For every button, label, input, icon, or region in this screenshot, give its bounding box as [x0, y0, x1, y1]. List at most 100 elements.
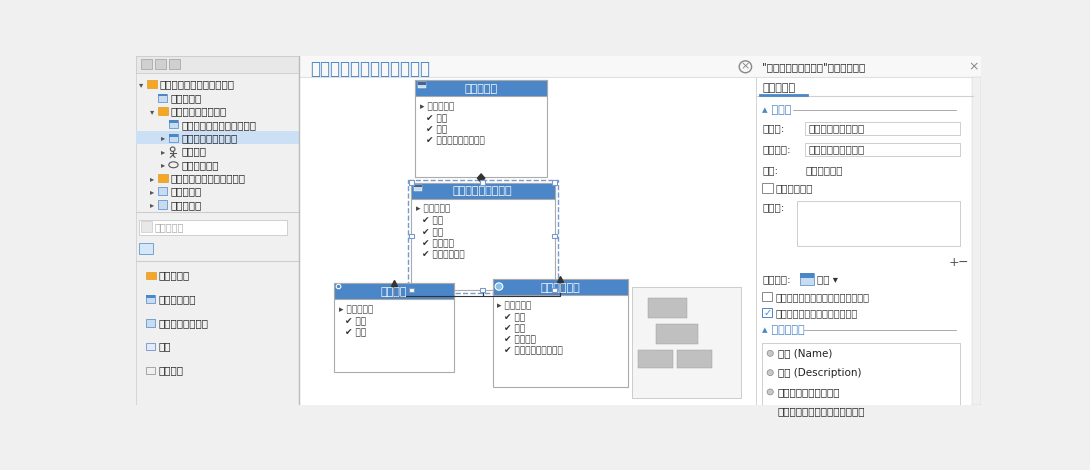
Text: ユースケースモデル: ユースケースモデル	[181, 133, 238, 143]
Bar	[800, 273, 813, 285]
Text: ユースケースモデル構造図: ユースケースモデル構造図	[181, 120, 256, 130]
Bar	[158, 94, 167, 96]
Bar	[762, 183, 773, 193]
Bar	[756, 56, 981, 77]
Text: ▴ フィールド: ▴ フィールド	[762, 325, 806, 335]
Bar	[147, 80, 157, 88]
Text: ユースケースモデル: ユースケースモデル	[808, 124, 864, 133]
Bar	[334, 283, 455, 299]
Bar	[409, 234, 414, 238]
Text: ✔ 名前: ✔ 名前	[344, 317, 366, 326]
Bar	[299, 56, 756, 77]
Text: 名前 (Name): 名前 (Name)	[778, 348, 833, 358]
Text: コンポーネント構造モデル: コンポーネント構造モデル	[170, 173, 245, 183]
Text: エンティティ: エンティティ	[806, 165, 843, 175]
Text: ユースケースモデル: ユースケースモデル	[808, 144, 864, 154]
Text: ▸: ▸	[150, 187, 155, 196]
Bar	[415, 80, 547, 96]
Text: ▸ フィールド: ▸ フィールド	[497, 301, 532, 310]
Bar	[158, 174, 168, 182]
Bar	[493, 279, 628, 296]
Bar	[806, 142, 960, 156]
Bar	[141, 59, 152, 69]
Bar	[414, 185, 422, 187]
Bar	[493, 279, 628, 387]
Text: ▸: ▸	[150, 200, 155, 209]
Bar	[553, 288, 557, 292]
Bar	[146, 296, 155, 303]
Bar	[677, 350, 712, 368]
Text: パッケージ: パッケージ	[159, 270, 190, 281]
Text: ✔ 出力コンポーネント: ✔ 出力コンポーネント	[504, 346, 562, 356]
Bar	[553, 234, 557, 238]
Bar	[146, 343, 155, 350]
Text: ユースケース: ユースケース	[541, 283, 580, 293]
Text: 列挙: 列挙	[159, 342, 171, 352]
Text: 設計モデル: 設計モデル	[170, 200, 202, 210]
Bar	[411, 183, 555, 290]
Bar	[409, 180, 558, 293]
Text: 選択 ▾: 選択 ▾	[816, 274, 838, 284]
Text: ✔ 名前: ✔ 名前	[422, 217, 444, 226]
Circle shape	[767, 408, 773, 414]
Text: +: +	[948, 256, 959, 269]
Text: 要求モデル: 要求モデル	[170, 187, 202, 196]
Circle shape	[767, 350, 773, 356]
Text: ✔ アクター: ✔ アクター	[422, 239, 455, 248]
Text: プロファイル定義サンプル: プロファイル定義サンプル	[159, 79, 234, 90]
Text: 導出関連図: 導出関連図	[170, 93, 202, 103]
Text: ✔ ユースケースモデル: ✔ ユースケースモデル	[426, 136, 485, 146]
Text: エンティティ: エンティティ	[159, 294, 196, 304]
Bar	[409, 180, 414, 185]
Text: ▸: ▸	[161, 133, 166, 142]
Text: ✔ 名前: ✔ 名前	[504, 313, 524, 322]
Bar	[419, 82, 426, 85]
Circle shape	[767, 370, 773, 376]
Bar	[140, 243, 154, 254]
Text: ユースケースモデル: ユースケースモデル	[170, 106, 227, 117]
Text: プロジェクト直下の配置を許可する: プロジェクト直下の配置を許可する	[776, 292, 870, 302]
Bar	[146, 319, 155, 327]
Bar	[632, 287, 741, 398]
Text: インタラクション: インタラクション	[159, 318, 208, 328]
Bar	[169, 133, 178, 142]
Bar	[169, 120, 178, 123]
Bar	[136, 56, 299, 73]
Text: "ユースケースモデル"クラスの設定: "ユースケースモデル"クラスの設定	[762, 62, 865, 72]
Bar	[155, 59, 166, 69]
Bar	[158, 200, 167, 209]
Bar	[158, 187, 167, 195]
Text: 表示名:: 表示名:	[762, 124, 785, 133]
Text: ✔ 説明: ✔ 説明	[504, 324, 524, 333]
Text: ▸: ▸	[150, 173, 155, 183]
Text: ユースケースモデル: ユースケースモデル	[452, 187, 512, 196]
Text: キーワード: キーワード	[155, 222, 184, 232]
Text: ▾: ▾	[150, 107, 155, 116]
Bar	[140, 219, 287, 235]
Bar	[146, 272, 156, 279]
Text: −: −	[958, 256, 968, 269]
Text: ▸: ▸	[161, 147, 166, 156]
Bar	[762, 292, 772, 301]
Bar	[481, 288, 485, 292]
Bar	[334, 283, 455, 372]
Text: コメント: コメント	[159, 365, 184, 376]
Bar	[411, 183, 555, 199]
Text: ▸ フィールド: ▸ フィールド	[420, 102, 455, 111]
Text: ユースケース（ユースケース）: ユースケース（ユースケース）	[778, 406, 865, 416]
Text: メタモデル: メタモデル	[762, 83, 796, 93]
Text: ▴ クラス: ▴ クラス	[762, 105, 791, 115]
Text: ▸: ▸	[161, 160, 166, 169]
Bar	[146, 296, 155, 298]
Text: アクター（アクター）: アクター（アクター）	[778, 387, 840, 397]
Text: ✔ 説明: ✔ 説明	[422, 228, 444, 237]
Bar	[806, 122, 960, 135]
Bar	[800, 273, 813, 278]
Bar	[409, 288, 414, 292]
Text: 抽象クラスか: 抽象クラスか	[776, 184, 813, 194]
Bar	[169, 120, 178, 128]
Bar	[655, 324, 698, 345]
Polygon shape	[477, 174, 485, 183]
Text: 説明 (Description): 説明 (Description)	[778, 368, 861, 377]
Text: 種類:: 種類:	[762, 165, 778, 175]
